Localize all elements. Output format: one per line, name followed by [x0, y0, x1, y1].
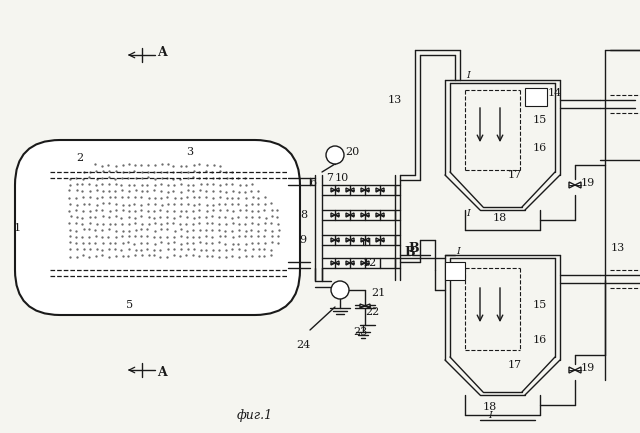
Text: 9: 9 — [300, 235, 307, 245]
Polygon shape — [346, 238, 350, 242]
Polygon shape — [361, 238, 365, 242]
Bar — [445, 262, 465, 280]
Text: 13: 13 — [611, 243, 625, 253]
Polygon shape — [331, 213, 335, 217]
Polygon shape — [350, 261, 354, 265]
Text: 16: 16 — [533, 143, 547, 153]
Polygon shape — [569, 182, 575, 188]
Polygon shape — [335, 188, 339, 192]
Polygon shape — [346, 213, 350, 217]
Text: фиг.1: фиг.1 — [237, 408, 273, 421]
Text: I: I — [456, 248, 460, 256]
Text: 12: 12 — [363, 258, 377, 268]
Polygon shape — [365, 261, 369, 265]
Text: A: A — [157, 45, 167, 58]
Text: 7: 7 — [326, 173, 333, 183]
Polygon shape — [335, 238, 339, 242]
Text: 17: 17 — [508, 170, 522, 180]
FancyBboxPatch shape — [15, 140, 300, 315]
Polygon shape — [350, 238, 354, 242]
Text: 1: 1 — [13, 223, 20, 233]
Text: 24: 24 — [296, 340, 310, 350]
Text: I: I — [466, 209, 470, 217]
Text: 23: 23 — [353, 327, 367, 337]
Text: 18: 18 — [493, 213, 507, 223]
Text: 16: 16 — [533, 335, 547, 345]
Text: I: I — [466, 71, 470, 81]
Text: 19: 19 — [581, 363, 595, 373]
Polygon shape — [380, 238, 384, 242]
Bar — [525, 88, 547, 106]
Text: 3: 3 — [186, 147, 193, 157]
Polygon shape — [335, 213, 339, 217]
Polygon shape — [361, 261, 365, 265]
Text: 6: 6 — [309, 178, 317, 188]
Polygon shape — [365, 213, 369, 217]
Polygon shape — [365, 304, 370, 308]
Polygon shape — [380, 188, 384, 192]
Text: 11: 11 — [360, 238, 374, 248]
Polygon shape — [365, 188, 369, 192]
Polygon shape — [361, 188, 365, 192]
Text: 20: 20 — [345, 147, 359, 157]
Text: 18: 18 — [483, 402, 497, 412]
Text: 5: 5 — [127, 300, 134, 310]
Polygon shape — [331, 188, 335, 192]
Polygon shape — [376, 238, 380, 242]
Polygon shape — [331, 261, 335, 265]
Polygon shape — [569, 367, 575, 373]
Text: 19: 19 — [581, 178, 595, 188]
Polygon shape — [575, 367, 581, 373]
Polygon shape — [360, 304, 365, 308]
Text: 13: 13 — [388, 95, 402, 105]
Polygon shape — [350, 188, 354, 192]
Polygon shape — [376, 213, 380, 217]
Text: 8: 8 — [300, 210, 308, 220]
Text: 21: 21 — [371, 288, 385, 298]
Polygon shape — [365, 238, 369, 242]
Text: B: B — [409, 242, 419, 255]
Text: I: I — [488, 410, 492, 420]
Text: 14: 14 — [548, 88, 562, 98]
Text: 17: 17 — [508, 360, 522, 370]
Text: 10: 10 — [335, 173, 349, 183]
Text: 4: 4 — [339, 288, 346, 298]
Text: 15: 15 — [533, 300, 547, 310]
Polygon shape — [331, 238, 335, 242]
Circle shape — [331, 281, 349, 299]
Text: 2: 2 — [76, 153, 84, 163]
Text: 22: 22 — [365, 307, 379, 317]
Polygon shape — [361, 213, 365, 217]
Polygon shape — [376, 188, 380, 192]
Polygon shape — [346, 188, 350, 192]
Text: B: B — [404, 246, 415, 259]
Text: A: A — [157, 366, 167, 379]
Text: 15: 15 — [533, 115, 547, 125]
Circle shape — [326, 146, 344, 164]
Polygon shape — [380, 213, 384, 217]
Polygon shape — [346, 261, 350, 265]
Polygon shape — [335, 261, 339, 265]
Polygon shape — [575, 182, 581, 188]
Polygon shape — [350, 213, 354, 217]
